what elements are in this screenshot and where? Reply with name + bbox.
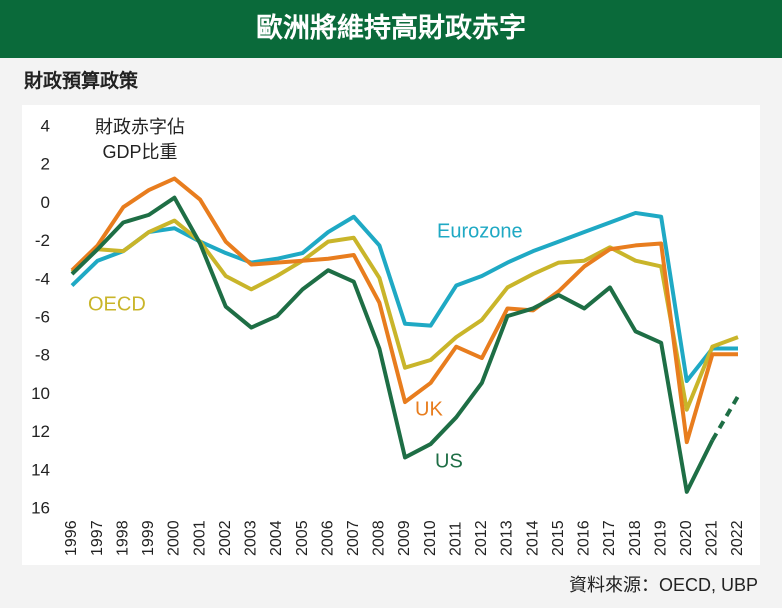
x-tick-label: 2018 [627,520,644,556]
y-tick-label: 12 [31,422,50,441]
x-tick-label: 2015 [550,520,567,556]
y-tick-label: 16 [31,498,50,517]
series-label: US [435,450,463,472]
y-tick-label: 2 [41,155,50,174]
series-line [70,195,715,494]
x-tick-label: 2005 [294,520,311,556]
x-tick-label: 2003 [243,520,260,556]
series-line [70,210,738,384]
series-line [70,176,738,445]
y-tick-label: 14 [31,460,50,479]
x-tick-label: 2001 [191,520,208,556]
y-tick-label: 4 [41,116,50,135]
series-line [70,218,739,412]
series-label: OECD [88,293,146,315]
x-tick-label: 2002 [217,520,234,556]
x-tick-label: 1996 [63,520,80,556]
source: 資料來源：OECD, UBP [569,575,758,595]
x-tick-label: 2011 [447,521,464,556]
x-tick-label: 2006 [319,520,336,556]
x-tick-label: 2008 [371,520,388,556]
x-tick-label: 2010 [422,520,439,556]
x-tick-label: 2013 [499,520,516,556]
axis-note: 財政赤字佔 [95,117,185,137]
page-title: 歐洲將維持高財政赤字 [256,12,526,43]
y-tick-label: 0 [41,193,50,212]
header-bar [0,0,782,58]
x-tick-label: 2014 [524,520,541,556]
y-tick-label: 10 [31,384,50,403]
y-tick-label: -2 [35,231,50,250]
y-tick-label: -6 [35,307,50,326]
x-tick-label: 2021 [704,520,721,556]
y-tick-label: -4 [35,269,50,288]
plot-panel [22,105,760,565]
x-tick-label: 2022 [729,520,746,556]
x-tick-label: 2012 [473,520,490,556]
x-tick-label: 2016 [576,520,593,556]
x-tick-label: 2019 [652,520,669,556]
x-tick-label: 1998 [114,520,131,556]
chart-title: 財政預算政策 [24,69,139,92]
x-tick-label: 2000 [166,520,183,556]
axis-note: GDP比重 [102,142,177,162]
x-tick-label: 2004 [268,520,285,556]
y-tick-label: -8 [35,346,50,365]
x-tick-label: 2020 [678,520,695,556]
x-tick-label: 1999 [140,520,157,556]
series-label: Eurozone [437,220,523,242]
x-tick-label: 2009 [396,520,413,556]
x-tick-label: 2007 [345,520,362,556]
x-tick-label: 1997 [89,520,106,556]
series-line [710,395,740,442]
series-label: UK [415,398,443,420]
x-tick-label: 2017 [601,520,618,556]
